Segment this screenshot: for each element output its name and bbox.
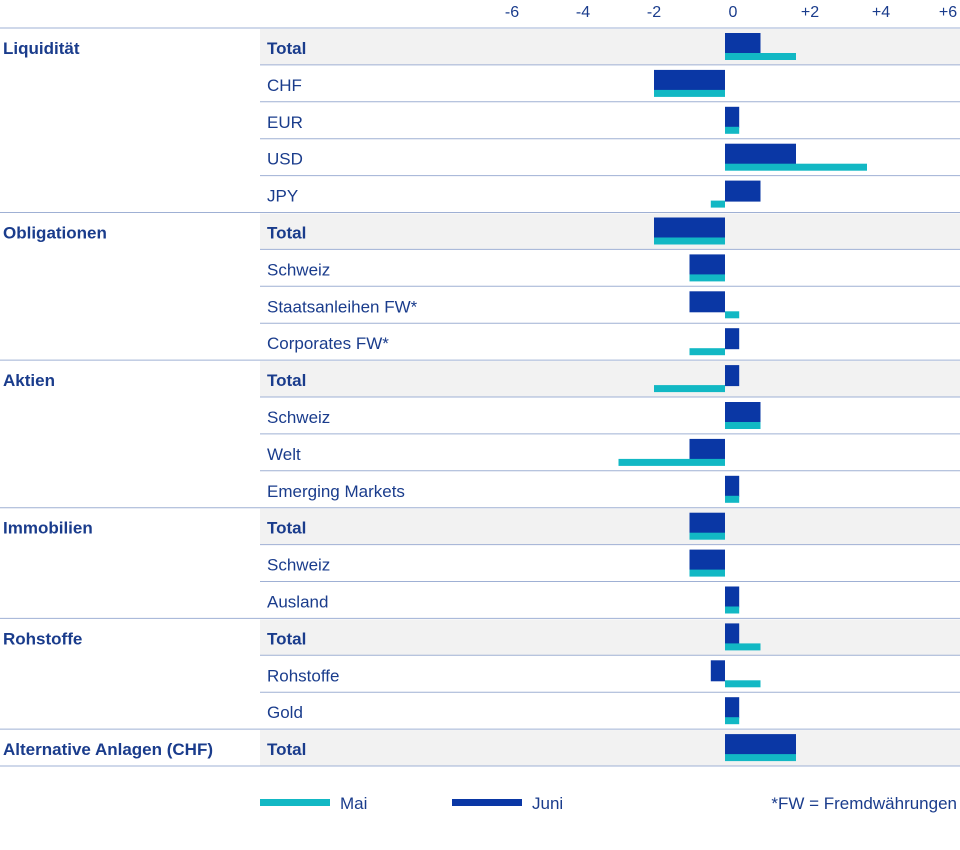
row-label: Total — [267, 740, 306, 759]
bar-mai — [710, 200, 725, 208]
group-label: Rohstoffe — [3, 629, 82, 648]
row-shading-layer — [260, 29, 960, 766]
total-row-shading — [260, 361, 960, 397]
bar-mai — [725, 422, 761, 429]
axis-tick-label: -4 — [576, 4, 590, 21]
total-row-shading — [260, 29, 960, 65]
bar-juni — [725, 697, 740, 719]
row-label: Total — [267, 371, 306, 390]
total-row-shading — [260, 213, 960, 250]
bar-mai — [725, 754, 796, 762]
bar-mai — [654, 89, 725, 97]
bar-juni — [725, 586, 740, 608]
row-label: Emerging Markets — [267, 482, 405, 501]
bar-juni — [689, 549, 725, 571]
total-row-shading — [260, 619, 960, 656]
row-label: JPY — [267, 187, 298, 206]
bar-juni — [725, 734, 796, 756]
label-layer: Liquidität Total CHF EUR USD JPY Obligationen T… — [3, 39, 418, 759]
row-label: Schweiz — [267, 408, 330, 427]
row-label: Gold — [267, 703, 303, 722]
bar-juni — [725, 180, 761, 202]
row-label: Total — [267, 39, 306, 58]
bar-mai — [654, 237, 725, 245]
bar-juni — [654, 217, 725, 239]
row-label: Ausland — [267, 593, 328, 612]
bar-mai — [689, 274, 725, 282]
bar-mai — [725, 717, 740, 725]
bar-juni — [725, 623, 740, 645]
group-label: Obligationen — [3, 224, 107, 243]
axis-tick-label: 0 — [729, 4, 738, 21]
row-label: Staatsanleihen FW* — [267, 297, 418, 316]
bar-juni — [725, 475, 740, 497]
row-label: Total — [267, 224, 306, 243]
row-label: Total — [267, 629, 306, 648]
legend-swatch-mai — [260, 799, 330, 806]
bar-mai — [725, 680, 761, 688]
row-label: EUR — [267, 113, 303, 132]
bar-juni — [710, 660, 725, 682]
bar-juni — [725, 33, 761, 54]
row-divider-layer — [0, 27, 960, 767]
row-label: Rohstoffe — [267, 666, 339, 685]
axis-tick-label: +4 — [872, 4, 890, 21]
group-label: Alternative Anlagen (CHF) — [3, 740, 213, 759]
axis-tick-label: +6 — [939, 4, 957, 21]
bar-mai — [689, 348, 725, 356]
legend-swatch-juni — [452, 799, 522, 806]
bar-mai — [725, 643, 761, 651]
row-label: Welt — [267, 445, 301, 464]
group-label: Immobilien — [3, 519, 93, 538]
bar-juni — [654, 69, 725, 91]
legend: Mai Juni *FW = Fremdwährungen — [260, 794, 957, 813]
bar-mai — [725, 606, 740, 614]
bar-juni — [689, 254, 725, 276]
bar-mai — [725, 163, 867, 171]
group-label: Liquidität — [3, 39, 80, 58]
bar-mai — [725, 495, 740, 503]
row-label: Total — [267, 519, 306, 538]
bar-juni — [689, 291, 725, 313]
total-row-shading — [260, 730, 960, 766]
bar-juni — [689, 512, 725, 534]
axis-tick-layer: -6 -4 -2 0 +2 +4 +6 — [505, 4, 957, 21]
row-label: CHF — [267, 76, 302, 95]
row-label: Schweiz — [267, 556, 330, 575]
bar-mai — [654, 385, 725, 393]
bar-juni — [725, 328, 740, 350]
bar-juni — [725, 106, 740, 128]
row-label: Schweiz — [267, 260, 330, 279]
legend-label-juni: Juni — [532, 794, 563, 813]
bar-mai — [689, 569, 725, 577]
axis-tick-label: -6 — [505, 4, 519, 21]
total-row-shading — [260, 508, 960, 545]
axis-tick-label: +2 — [801, 4, 819, 21]
bar-layer — [618, 33, 867, 762]
row-label: Corporates FW* — [267, 334, 389, 353]
bar-juni — [689, 438, 725, 460]
bar-mai — [618, 458, 725, 466]
legend-label-mai: Mai — [340, 794, 367, 813]
bar-mai — [725, 126, 740, 134]
axis-tick-label: -2 — [647, 4, 661, 21]
bar-juni — [725, 402, 761, 423]
bar-mai — [725, 311, 740, 319]
group-label: Aktien — [3, 371, 55, 390]
bar-juni — [725, 143, 796, 165]
bar-juni — [725, 365, 740, 387]
footnote: *FW = Fremdwährungen — [771, 794, 957, 813]
row-label: USD — [267, 150, 303, 169]
bar-mai — [725, 53, 796, 60]
bar-mai — [689, 532, 725, 540]
